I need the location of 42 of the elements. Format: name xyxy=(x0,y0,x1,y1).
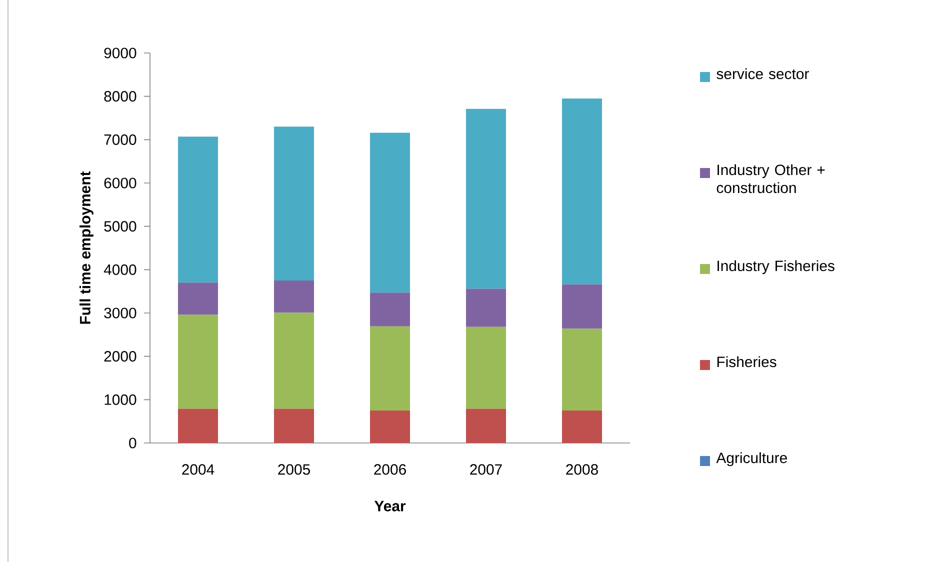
legend-label: Industry Fisheries xyxy=(718,260,834,274)
bar xyxy=(562,284,602,329)
bar xyxy=(466,326,506,409)
y-tick-label: 9000 xyxy=(104,48,136,58)
bar xyxy=(178,314,218,409)
x-tick-label: 2006 xyxy=(374,464,406,475)
y-tick-label: 1000 xyxy=(104,394,136,405)
y-tick-label: 0 xyxy=(129,438,136,448)
bar xyxy=(178,408,218,443)
y-tick-label: 3000 xyxy=(104,308,136,318)
bar xyxy=(466,408,506,443)
y-tick-label: 6000 xyxy=(104,178,136,188)
legend-label: service sector xyxy=(716,68,809,80)
y-tick-label: 2000 xyxy=(104,351,136,362)
legend-label: Fisheries xyxy=(717,356,776,368)
y-tick-label: 8000 xyxy=(104,91,136,102)
x-tick-label: 2007 xyxy=(470,464,502,475)
bar xyxy=(274,126,314,280)
bar xyxy=(178,282,218,315)
bar xyxy=(562,410,602,443)
y-tick-label: 7000 xyxy=(104,134,136,145)
bar xyxy=(274,280,314,313)
bar xyxy=(370,132,410,293)
bar xyxy=(562,98,602,284)
legend-label: Agriculture xyxy=(716,452,787,466)
bar xyxy=(562,328,602,410)
x-tick-label: 2008 xyxy=(566,464,598,475)
bar xyxy=(370,410,410,443)
bar xyxy=(466,288,506,327)
x-axis-title: Year xyxy=(374,500,406,512)
x-tick-label: 2005 xyxy=(278,464,310,475)
bar xyxy=(274,408,314,443)
bar xyxy=(370,326,410,410)
bar xyxy=(274,312,314,409)
bar xyxy=(370,292,410,326)
legend-label: Industry Other + construction xyxy=(716,164,825,194)
y-axis-title: Full time employment xyxy=(79,171,94,324)
bar xyxy=(178,136,218,283)
bar xyxy=(466,108,506,289)
y-tick-label: 4000 xyxy=(104,264,136,275)
y-tick-label: 5000 xyxy=(104,221,136,232)
x-tick-label: 2004 xyxy=(182,464,214,475)
